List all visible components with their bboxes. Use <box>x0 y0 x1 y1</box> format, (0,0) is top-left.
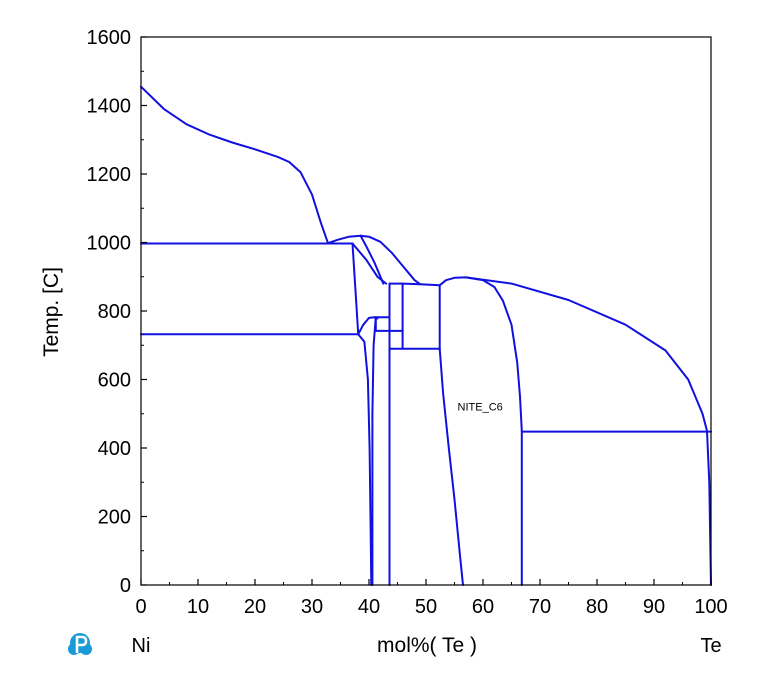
x-tick-label-7: 70 <box>529 596 551 618</box>
phase-boundary-4 <box>351 242 360 335</box>
phase-boundary-9 <box>371 316 377 586</box>
x-tick-label-4: 40 <box>358 596 380 618</box>
phase-boundary-20 <box>438 347 464 586</box>
y-tick-label-8: 1600 <box>87 27 132 49</box>
y-tick-label-0: 0 <box>120 575 131 597</box>
axis-ticks: 0 10 20 30 40 50 60 70 80 90 100020040060080010001… <box>87 27 728 618</box>
x-tick-label-1: 10 <box>187 596 209 618</box>
right-component-label: Te <box>700 635 721 657</box>
plot-frame <box>140 36 712 586</box>
phase-boundary-6 <box>351 242 388 285</box>
phase-boundary-22 <box>464 276 712 586</box>
phase-boundary-17 <box>401 282 441 287</box>
y-tick-label-1: 200 <box>98 507 131 529</box>
x-tick-label-8: 80 <box>586 596 608 618</box>
y-tick-label-3: 600 <box>98 370 131 392</box>
phase-lines <box>140 85 712 586</box>
phase-boundary-8 <box>357 333 373 586</box>
x-tick-label-10: 100 <box>694 596 727 618</box>
phase-boundary-2 <box>359 234 385 285</box>
y-tick-label-2: 400 <box>98 438 131 460</box>
x-axis-label: mol%( Te ) <box>377 634 477 657</box>
annotations: NITE_C6 <box>458 401 503 413</box>
phase-boundary-1 <box>327 234 422 286</box>
phase-boundary-21 <box>464 276 523 586</box>
phase-annotation-0: NITE_C6 <box>458 401 503 413</box>
x-tick-label-0: 0 <box>135 596 146 618</box>
x-tick-label-3: 30 <box>301 596 323 618</box>
y-tick-label-7: 1400 <box>87 96 132 118</box>
y-tick-label-6: 1200 <box>87 164 132 186</box>
phase-boundary-0 <box>140 85 329 245</box>
x-tick-label-9: 90 <box>643 596 665 618</box>
y-axis-label: Temp. [C] <box>40 267 63 357</box>
app-logo-icon <box>68 633 92 655</box>
x-tick-label-2: 20 <box>244 596 266 618</box>
y-tick-label-5: 1000 <box>87 233 132 255</box>
x-tick-label-5: 50 <box>415 596 437 618</box>
phase-boundary-18 <box>438 276 467 287</box>
y-tick-label-4: 800 <box>98 301 131 323</box>
x-tick-label-6: 60 <box>472 596 494 618</box>
left-component-label: Ni <box>132 635 151 657</box>
